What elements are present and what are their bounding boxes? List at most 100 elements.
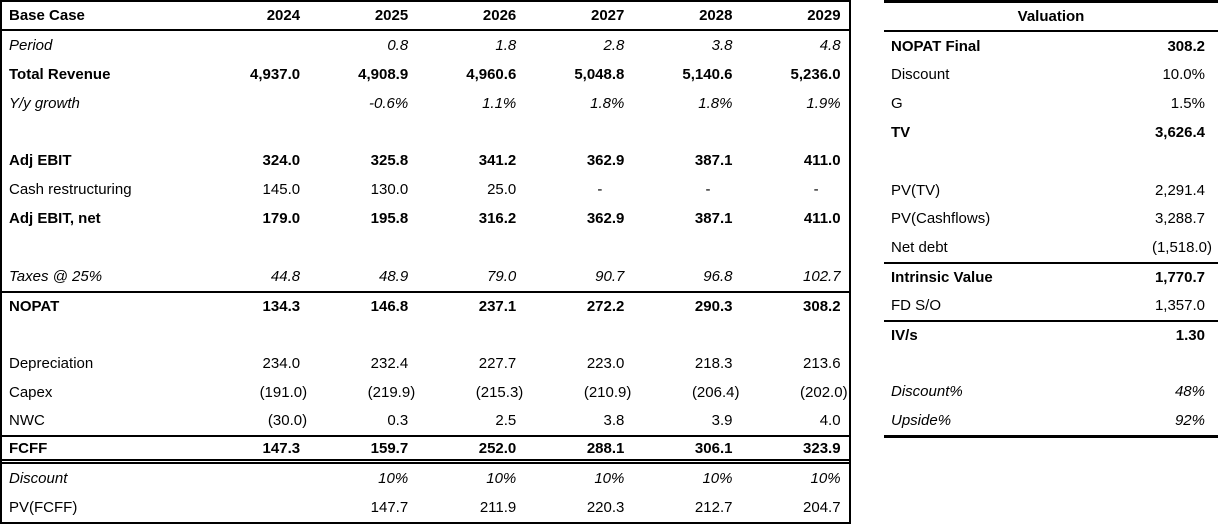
- cell-value[interactable]: 211.9: [479, 499, 517, 517]
- cell-value[interactable]: 0.8: [387, 36, 409, 54]
- row-label[interactable]: Taxes @ 25%: [9, 267, 103, 285]
- cell-value[interactable]: -0.6%: [369, 94, 409, 112]
- cell-value[interactable]: 237.1: [478, 297, 517, 315]
- cell-value[interactable]: -: [597, 181, 603, 199]
- cell-value[interactable]: 2,291.4: [1154, 181, 1205, 199]
- row-label[interactable]: G: [891, 95, 903, 113]
- cell-value[interactable]: 204.7: [803, 499, 841, 517]
- cell-value[interactable]: 134.3: [262, 297, 301, 315]
- cell-value[interactable]: 25.0: [487, 181, 517, 199]
- cell-value[interactable]: 288.1: [586, 439, 625, 457]
- cell-value[interactable]: 411.0: [803, 210, 841, 228]
- cell-value[interactable]: 3.8: [603, 412, 625, 430]
- cell-value[interactable]: 1.8%: [698, 94, 733, 112]
- cell-value[interactable]: 92%: [1174, 412, 1205, 430]
- cell-value[interactable]: 10%: [810, 470, 841, 488]
- table-title[interactable]: Valuation: [1017, 7, 1085, 25]
- cell-value[interactable]: 195.8: [370, 210, 409, 228]
- row-label[interactable]: Y/y growth: [9, 94, 80, 112]
- cell-value[interactable]: 3,626.4: [1154, 124, 1205, 142]
- cell-value[interactable]: 48.9: [378, 267, 409, 285]
- cell-value[interactable]: 10%: [594, 470, 625, 488]
- row-label[interactable]: Discount: [891, 66, 950, 84]
- row-label[interactable]: Adj EBIT, net: [9, 210, 101, 228]
- year-header[interactable]: 2025: [374, 6, 409, 24]
- row-label[interactable]: FD S/O: [891, 296, 942, 314]
- row-label[interactable]: Discount: [9, 470, 68, 488]
- cell-value[interactable]: 48%: [1174, 383, 1205, 401]
- cell-value[interactable]: 145.0: [262, 181, 301, 199]
- cell-value[interactable]: 147.7: [370, 499, 409, 517]
- row-label[interactable]: Net debt: [891, 239, 948, 257]
- row-label[interactable]: Total Revenue: [9, 65, 111, 83]
- cell-value[interactable]: 10.0%: [1162, 66, 1205, 84]
- cell-value[interactable]: (210.9): [583, 383, 632, 401]
- row-label[interactable]: Upside%: [891, 412, 952, 430]
- cell-value[interactable]: 179.0: [262, 210, 301, 228]
- cell-value[interactable]: 5,140.6: [682, 65, 733, 83]
- cell-value[interactable]: (1,518.0): [1151, 239, 1212, 257]
- cell-value[interactable]: 5,236.0: [790, 65, 841, 83]
- cell-value[interactable]: (191.0): [259, 383, 308, 401]
- cell-value[interactable]: 1.9%: [806, 94, 841, 112]
- cell-value[interactable]: 4.0: [819, 412, 841, 430]
- cell-value[interactable]: 44.8: [270, 267, 301, 285]
- cell-value[interactable]: (219.9): [367, 383, 416, 401]
- cell-value[interactable]: 306.1: [694, 439, 733, 457]
- cell-value[interactable]: 212.7: [694, 499, 733, 517]
- cell-value[interactable]: (30.0): [267, 412, 308, 430]
- row-label[interactable]: Intrinsic Value: [891, 269, 993, 287]
- cell-value[interactable]: 102.7: [803, 267, 841, 285]
- cell-value[interactable]: 1.8%: [590, 94, 625, 112]
- year-header[interactable]: 2028: [699, 6, 733, 24]
- cell-value[interactable]: 90.7: [595, 267, 625, 285]
- row-label[interactable]: Capex: [9, 383, 53, 401]
- cell-value[interactable]: 2.5: [495, 412, 517, 430]
- cell-value[interactable]: (206.4): [691, 383, 740, 401]
- cell-value[interactable]: 3,288.7: [1154, 210, 1205, 228]
- cell-value[interactable]: (202.0): [800, 383, 848, 401]
- cell-value[interactable]: 4,960.6: [466, 65, 517, 83]
- cell-value[interactable]: 5,048.8: [574, 65, 625, 83]
- cell-value[interactable]: 4,908.9: [358, 65, 409, 83]
- year-header[interactable]: 2026: [482, 6, 517, 24]
- cell-value[interactable]: 3.8: [711, 36, 733, 54]
- cell-value[interactable]: 96.8: [703, 267, 733, 285]
- row-label[interactable]: FCFF: [9, 439, 48, 457]
- cell-value[interactable]: 324.0: [262, 152, 301, 170]
- cell-value[interactable]: 213.6: [803, 354, 841, 372]
- cell-value[interactable]: 308.2: [803, 297, 841, 315]
- cell-value[interactable]: 79.0: [487, 267, 517, 285]
- cell-value[interactable]: 387.1: [694, 152, 733, 170]
- cell-value[interactable]: 2.8: [603, 36, 625, 54]
- cell-value[interactable]: 159.7: [370, 439, 409, 457]
- cell-value[interactable]: 4.8: [819, 36, 841, 54]
- table-title[interactable]: Base Case: [9, 6, 85, 24]
- cell-value[interactable]: 146.8: [370, 297, 409, 315]
- row-label[interactable]: PV(TV): [891, 181, 941, 199]
- cell-value[interactable]: 218.3: [694, 354, 733, 372]
- cell-value[interactable]: 220.3: [586, 499, 625, 517]
- cell-value[interactable]: 290.3: [694, 297, 733, 315]
- year-header[interactable]: 2027: [591, 6, 625, 24]
- cell-value[interactable]: 323.9: [803, 439, 841, 457]
- cell-value[interactable]: 411.0: [803, 152, 841, 170]
- cell-value[interactable]: 341.2: [478, 152, 517, 170]
- cell-value[interactable]: 1.8: [495, 36, 517, 54]
- cell-value[interactable]: 10%: [486, 470, 517, 488]
- cell-value[interactable]: 1.5%: [1170, 95, 1205, 113]
- cell-value[interactable]: -: [813, 181, 819, 199]
- cell-value[interactable]: 272.2: [586, 297, 625, 315]
- row-label[interactable]: NWC: [9, 412, 45, 430]
- row-label[interactable]: NOPAT Final: [891, 37, 981, 55]
- cell-value[interactable]: 1,770.7: [1154, 269, 1205, 287]
- cell-value[interactable]: 1.30: [1175, 326, 1205, 344]
- cell-value[interactable]: (215.3): [475, 383, 524, 401]
- cell-value[interactable]: 387.1: [694, 210, 733, 228]
- cell-value[interactable]: 325.8: [370, 152, 409, 170]
- row-label[interactable]: Adj EBIT: [9, 152, 72, 170]
- row-label[interactable]: Depreciation: [9, 354, 94, 372]
- cell-value[interactable]: 10%: [378, 470, 409, 488]
- cell-value[interactable]: 316.2: [478, 210, 517, 228]
- row-label[interactable]: PV(FCFF): [9, 499, 78, 517]
